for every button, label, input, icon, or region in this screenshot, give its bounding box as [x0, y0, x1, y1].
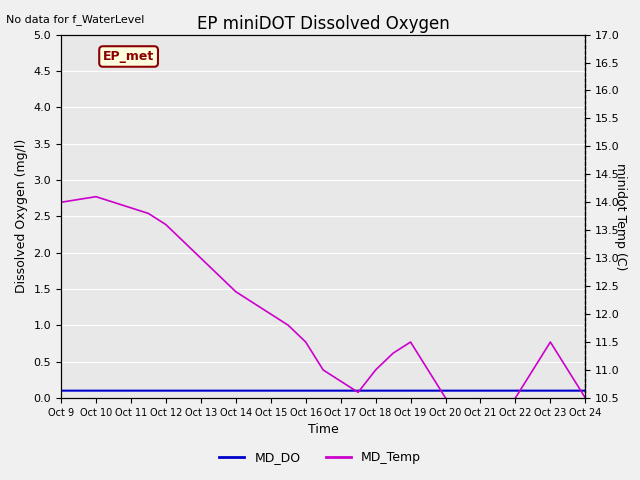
Y-axis label: minidot Temp (C): minidot Temp (C) [614, 163, 627, 270]
Text: No data for f_WaterLevel: No data for f_WaterLevel [6, 14, 145, 25]
Text: EP_met: EP_met [103, 50, 154, 63]
Y-axis label: Dissolved Oxygen (mg/l): Dissolved Oxygen (mg/l) [15, 139, 28, 293]
Legend: MD_DO, MD_Temp: MD_DO, MD_Temp [214, 446, 426, 469]
X-axis label: Time: Time [308, 423, 339, 436]
Title: EP miniDOT Dissolved Oxygen: EP miniDOT Dissolved Oxygen [196, 15, 449, 33]
